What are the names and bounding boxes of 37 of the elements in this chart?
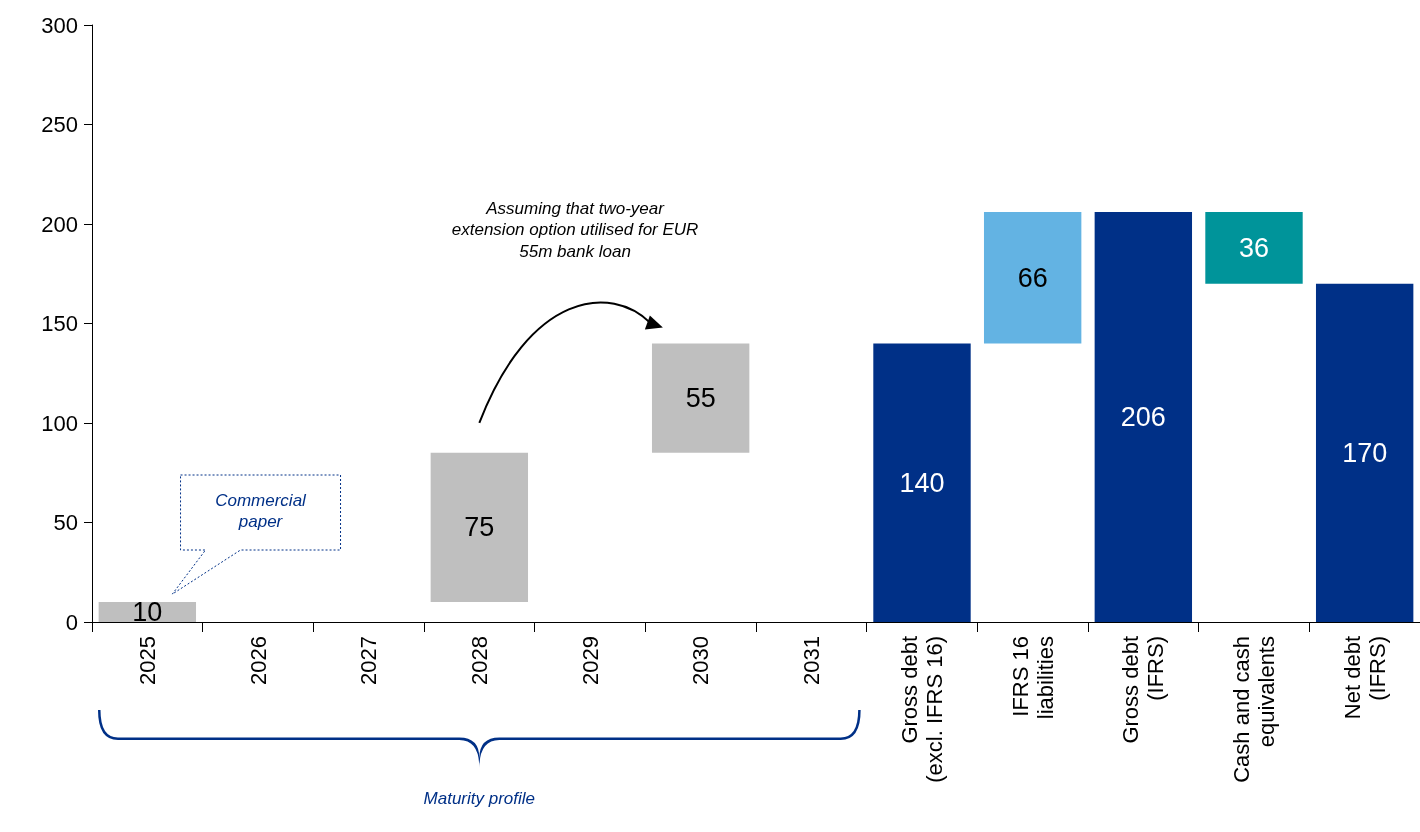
y-tick-label: 50 [53, 510, 78, 535]
data-label: 75 [464, 512, 495, 543]
y-tick-label: 0 [65, 609, 78, 635]
x-tick-label: IFRS 16 liabilities [1007, 636, 1058, 720]
bar [430, 452, 529, 603]
bar [1315, 283, 1414, 622]
bar [1094, 212, 1193, 622]
data-label: 36 [1238, 232, 1270, 263]
y-tick-label: 150 [41, 311, 78, 336]
bar [983, 212, 1082, 344]
data-label: 206 [1120, 402, 1166, 433]
x-tick-label: 2027 [356, 636, 382, 685]
bar [651, 343, 750, 453]
x-tick-label: Gross debt (IFRS) [1118, 636, 1169, 744]
x-tick-label: Cash and cash equivalents [1229, 636, 1279, 783]
y-tick-label: 300 [41, 12, 78, 38]
x-tick-label: Net debt (IFRS) [1339, 636, 1390, 720]
data-label: 66 [1017, 262, 1048, 293]
x-tick-label: 2030 [688, 636, 714, 685]
data-label: 170 [1342, 437, 1388, 468]
x-tick-label: 2031 [798, 636, 824, 685]
text: Maturity profile [423, 789, 536, 808]
annotation: Assuming that two-year extension option utilised for EUR 55m bank loan [451, 199, 699, 261]
y-tick-label: 200 [41, 211, 78, 237]
bar [1205, 212, 1303, 284]
data-label: 10 [132, 597, 163, 628]
y-tick-label: 100 [41, 410, 78, 436]
x-tick-label: 2026 [245, 636, 271, 685]
x-tick-label: 2028 [466, 636, 492, 685]
bar [873, 343, 971, 622]
annotation: Commercial paper [215, 491, 308, 532]
x-tick-label: 2025 [134, 636, 160, 685]
x-tick-label: Gross debt (excl. IFRS 16) [897, 636, 947, 783]
data-label: 140 [899, 467, 945, 498]
y-tick-label: 250 [41, 112, 78, 137]
x-tick-label: 2029 [577, 636, 603, 685]
data-label: 55 [685, 383, 716, 414]
